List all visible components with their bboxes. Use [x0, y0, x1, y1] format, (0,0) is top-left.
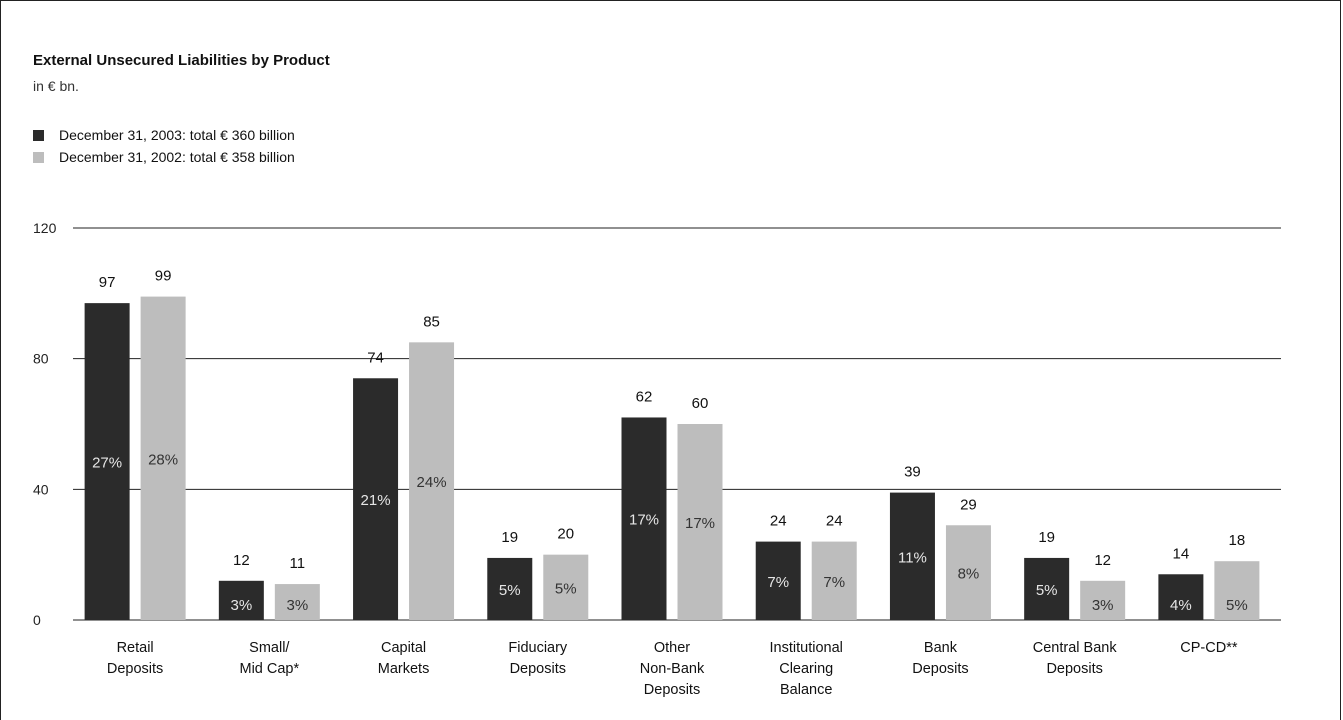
value-label: 97 — [99, 274, 116, 291]
share-label: 28% — [148, 451, 178, 468]
value-label: 19 — [1038, 529, 1055, 546]
value-label: 11 — [290, 555, 306, 572]
legend-swatch-2002 — [33, 151, 44, 163]
legend-label-2003: December 31, 2003: total € 360 billion — [59, 127, 295, 143]
x-tick-label: Deposits — [510, 661, 566, 677]
share-label: 24% — [417, 474, 447, 491]
x-tick-label: Mid Cap* — [240, 661, 300, 677]
x-tick-label: Deposits — [644, 682, 700, 698]
y-tick-label: 120 — [33, 220, 57, 236]
bar — [1158, 574, 1204, 620]
share-label: 17% — [629, 512, 659, 529]
legend-label-2002: December 31, 2002: total € 358 billion — [59, 149, 295, 165]
bar — [353, 378, 399, 620]
share-label: 5% — [555, 580, 577, 597]
share-label: 5% — [1226, 597, 1248, 614]
bar — [755, 541, 801, 620]
x-tick-label: Fiduciary — [508, 640, 568, 656]
share-label: 7% — [767, 574, 789, 591]
share-label: 4% — [1170, 597, 1192, 614]
bar — [1080, 580, 1126, 620]
x-tick-label: Bank — [924, 640, 958, 656]
legend-item-2003: December 31, 2003: total € 360 billion — [33, 124, 295, 146]
share-label: 5% — [1036, 582, 1058, 599]
y-tick-label: 80 — [33, 351, 49, 367]
chart-subtitle: in € bn. — [33, 78, 79, 94]
value-label: 85 — [423, 313, 440, 330]
share-label: 5% — [499, 582, 521, 599]
bar — [218, 580, 264, 620]
bar — [274, 584, 320, 620]
value-label: 18 — [1229, 532, 1246, 549]
share-label: 8% — [958, 566, 980, 583]
x-tick-label: Other — [654, 640, 690, 656]
x-tick-label: Deposits — [1046, 661, 1102, 677]
value-label: 24 — [826, 513, 843, 530]
x-tick-label: Deposits — [107, 661, 163, 677]
y-tick-label: 0 — [33, 612, 41, 628]
x-tick-label: Small/ — [249, 640, 290, 656]
share-label: 3% — [230, 597, 252, 614]
bar — [543, 554, 589, 620]
x-tick-label: Balance — [780, 682, 832, 698]
bar — [889, 492, 935, 620]
bar — [811, 541, 857, 620]
share-label: 11% — [898, 549, 927, 566]
bar — [621, 417, 667, 620]
legend-item-2002: December 31, 2002: total € 358 billion — [33, 146, 295, 168]
share-label: 27% — [92, 455, 122, 472]
value-label: 60 — [692, 395, 709, 412]
share-label: 3% — [1092, 597, 1114, 614]
bar — [945, 525, 991, 620]
x-tick-label: Institutional — [770, 640, 843, 656]
value-label: 14 — [1173, 545, 1190, 562]
value-label: 62 — [636, 388, 653, 405]
share-label: 17% — [685, 515, 715, 532]
share-label: 7% — [823, 574, 845, 591]
x-tick-label: Central Bank — [1033, 640, 1118, 656]
x-tick-label: Retail — [117, 640, 154, 656]
chart-title: External Unsecured Liabilities by Produc… — [33, 52, 330, 69]
value-label: 29 — [960, 496, 977, 513]
x-tick-label: Capital — [381, 640, 426, 656]
bar — [1214, 561, 1260, 620]
bar — [409, 342, 455, 620]
bar — [1024, 557, 1070, 620]
bar — [84, 303, 130, 620]
value-label: 74 — [367, 349, 384, 366]
x-tick-label: CP-CD** — [1180, 640, 1238, 656]
x-tick-label: Non-Bank — [640, 661, 705, 677]
value-label: 99 — [155, 268, 172, 285]
bar — [487, 557, 533, 620]
value-label: 20 — [557, 526, 574, 543]
share-label: 3% — [286, 597, 308, 614]
legend-swatch-2003 — [33, 129, 44, 141]
value-label: 12 — [1094, 552, 1111, 569]
x-tick-label: Clearing — [779, 661, 833, 677]
value-label: 24 — [770, 513, 787, 530]
y-tick-label: 40 — [33, 481, 49, 497]
value-label: 19 — [501, 529, 518, 546]
bar — [140, 296, 186, 620]
legend: December 31, 2003: total € 360 billion D… — [33, 124, 295, 168]
x-tick-label: Deposits — [912, 661, 968, 677]
x-tick-label: Markets — [378, 661, 430, 677]
share-label: 21% — [361, 492, 391, 509]
bar — [677, 424, 723, 620]
value-label: 12 — [233, 552, 250, 569]
value-label: 39 — [904, 464, 921, 481]
